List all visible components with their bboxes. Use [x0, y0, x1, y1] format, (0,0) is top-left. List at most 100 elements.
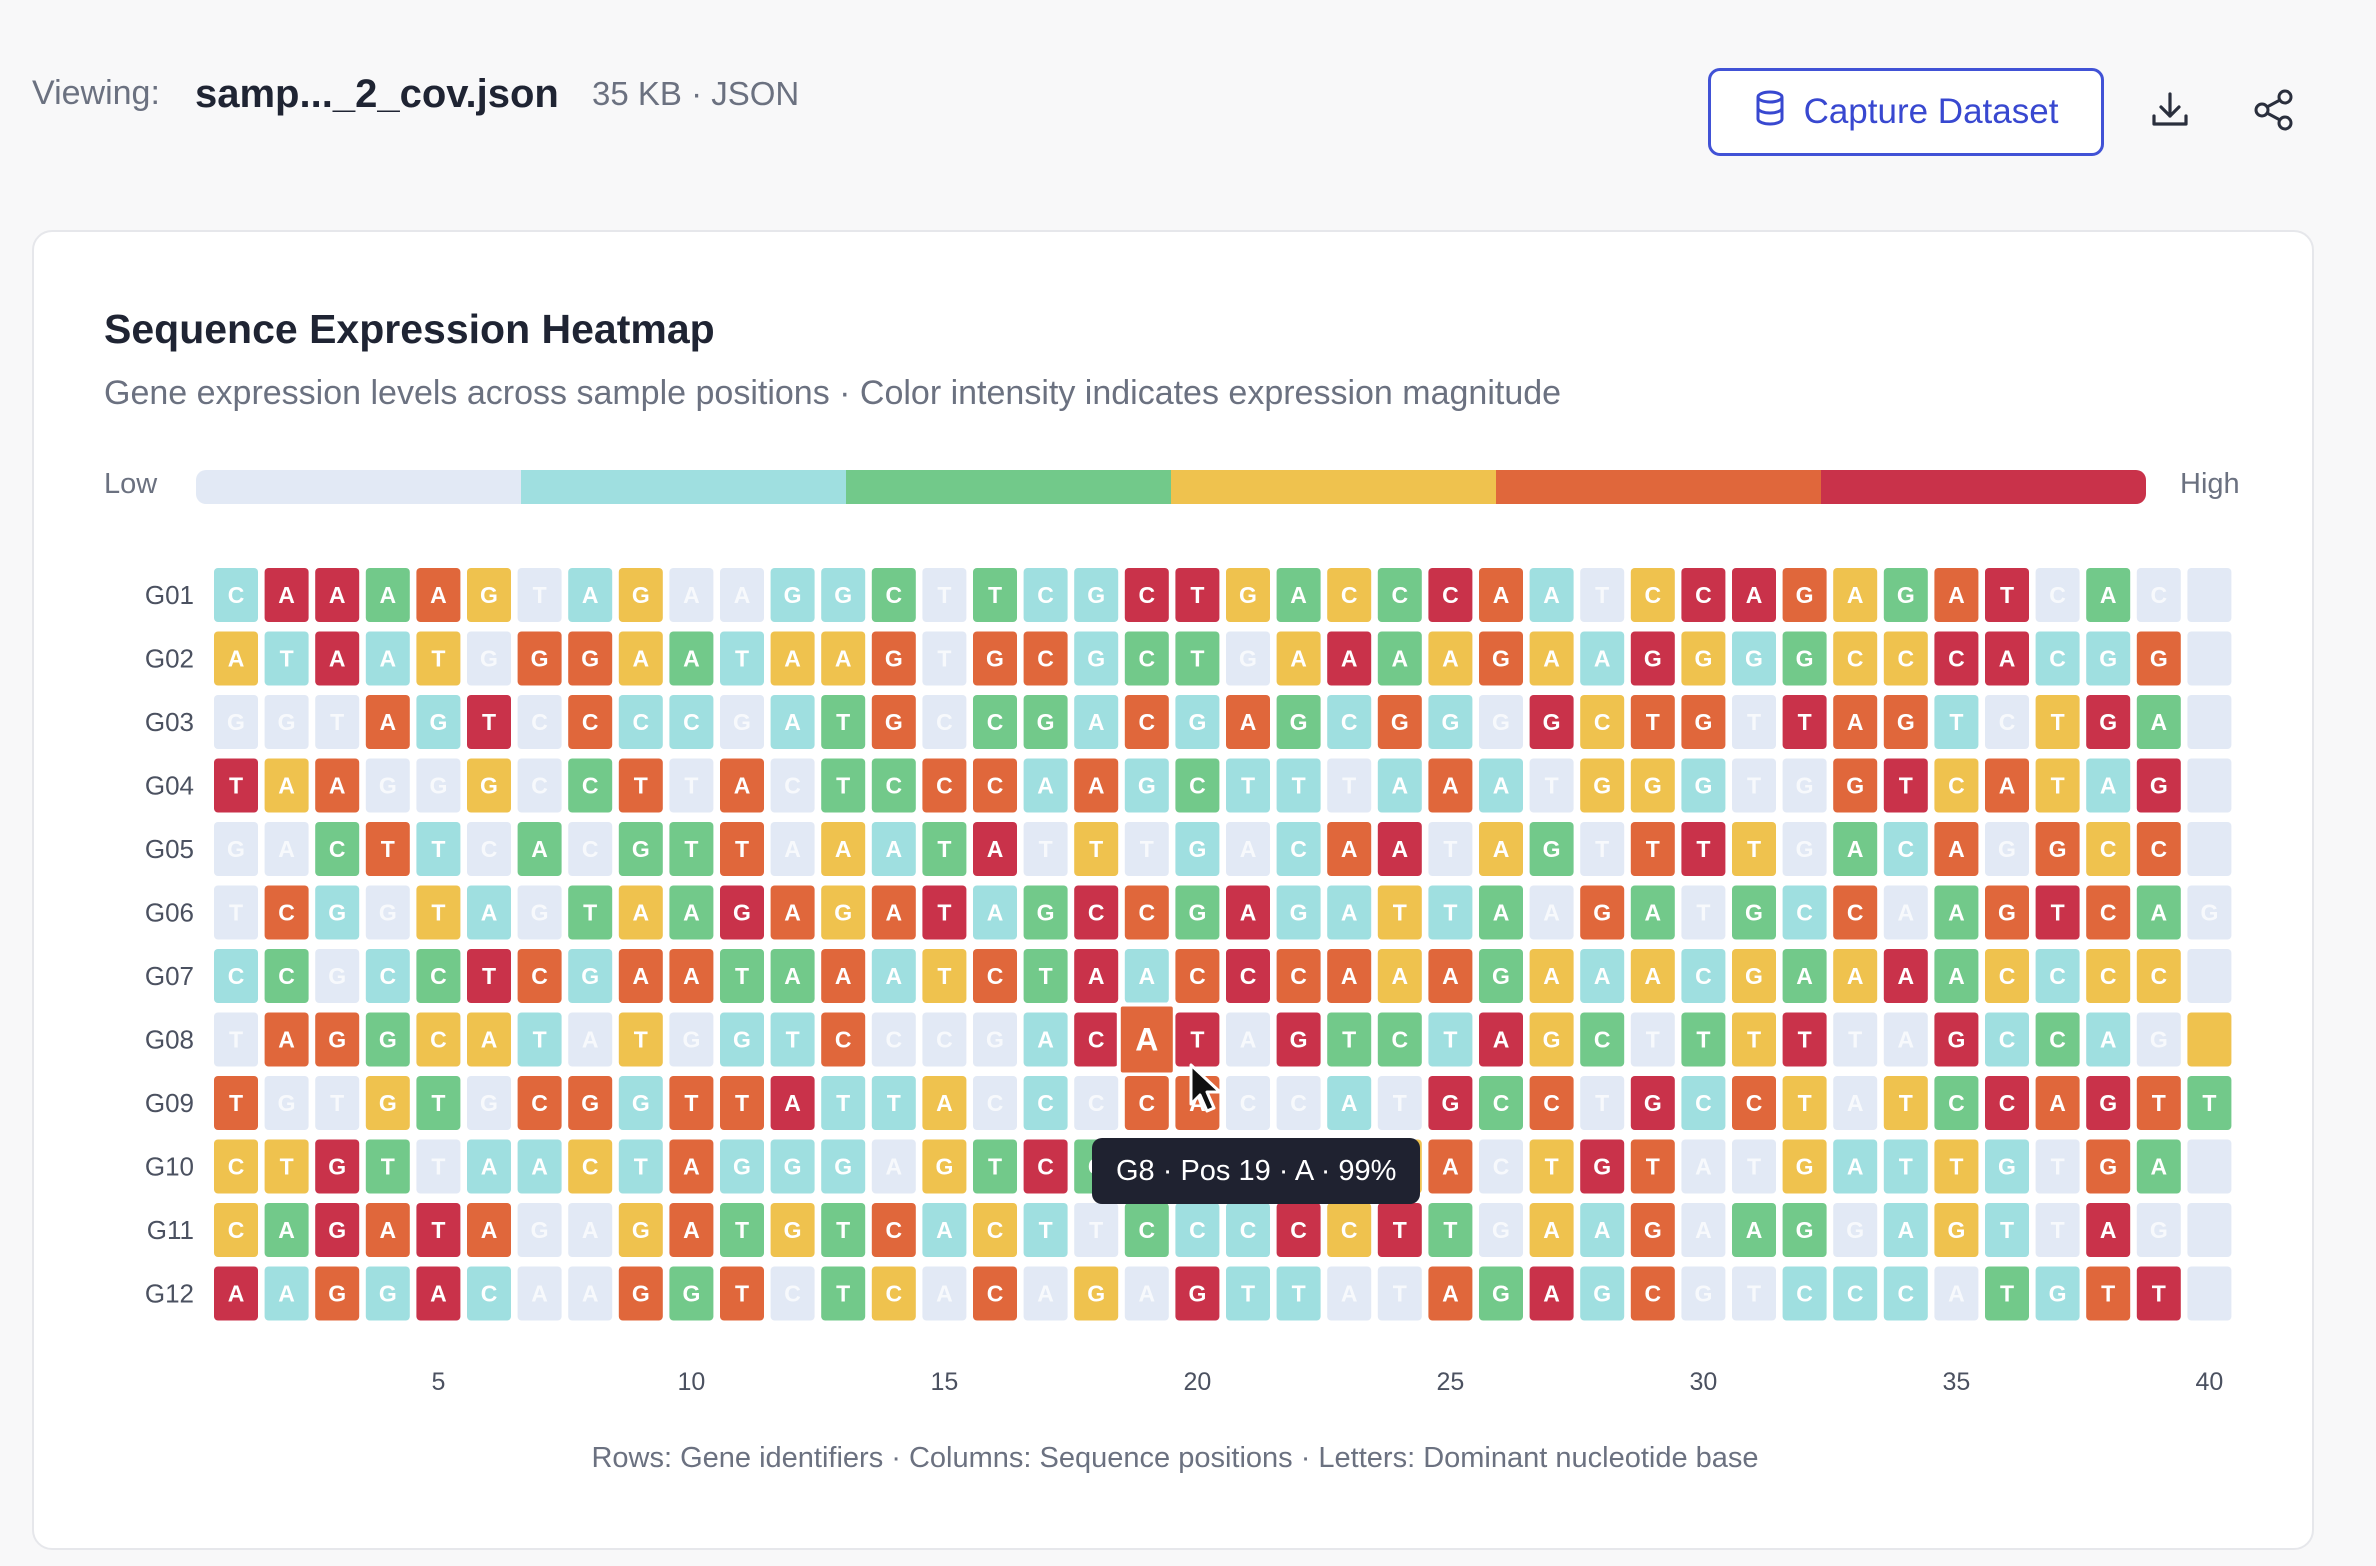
- heatmap-cell[interactable]: [416, 631, 461, 686]
- heatmap-cell[interactable]: [1630, 822, 1675, 876]
- heatmap-cell[interactable]: [2086, 695, 2131, 749]
- heatmap-cell[interactable]: [2136, 1203, 2181, 1257]
- heatmap-cell[interactable]: [973, 822, 1017, 876]
- heatmap-cell[interactable]: [1529, 822, 1574, 876]
- heatmap-cell[interactable]: [315, 822, 360, 876]
- heatmap-cell[interactable]: [973, 1076, 1017, 1130]
- heatmap-cell[interactable]: [1782, 949, 1827, 1003]
- heatmap-cell[interactable]: [1934, 631, 1979, 686]
- heatmap-cell[interactable]: [568, 568, 613, 622]
- heatmap-cell[interactable]: [1580, 1076, 1625, 1130]
- heatmap-cell[interactable]: [973, 949, 1017, 1003]
- heatmap-cell[interactable]: [1327, 758, 1372, 813]
- heatmap-cell[interactable]: [2035, 1076, 2080, 1130]
- heatmap-cell[interactable]: [264, 695, 309, 749]
- heatmap-cell[interactable]: [2136, 949, 2181, 1003]
- heatmap-cell[interactable]: [1529, 885, 1574, 940]
- heatmap-cell[interactable]: [1428, 695, 1473, 749]
- heatmap-cell[interactable]: [1580, 695, 1625, 749]
- heatmap-cell[interactable]: [517, 949, 562, 1003]
- heatmap-cell[interactable]: [2187, 1139, 2232, 1194]
- heatmap-cell[interactable]: [669, 631, 714, 686]
- heatmap-cell[interactable]: [669, 568, 714, 622]
- heatmap-cell[interactable]: [315, 949, 360, 1003]
- heatmap-cell[interactable]: [1934, 568, 1979, 622]
- heatmap-cell[interactable]: [770, 1139, 815, 1194]
- heatmap-cell[interactable]: [720, 631, 764, 686]
- heatmap-cell[interactable]: [1883, 1012, 1928, 1067]
- heatmap-cell[interactable]: [416, 695, 461, 749]
- heatmap-cell[interactable]: [315, 1203, 360, 1257]
- heatmap-cell[interactable]: [2086, 1012, 2131, 1067]
- heatmap-cell[interactable]: [1023, 568, 1068, 622]
- heatmap-cell[interactable]: [517, 1203, 562, 1257]
- heatmap-cell[interactable]: [1377, 822, 1422, 876]
- heatmap-cell[interactable]: [1529, 1012, 1574, 1067]
- heatmap-cell[interactable]: [1023, 1012, 1068, 1067]
- heatmap-cell[interactable]: [1833, 1203, 1878, 1257]
- heatmap-cell[interactable]: [1377, 1203, 1422, 1257]
- heatmap-cell[interactable]: [669, 758, 714, 813]
- heatmap-cell[interactable]: [1833, 695, 1878, 749]
- heatmap-cell[interactable]: [1580, 949, 1625, 1003]
- heatmap-cell[interactable]: [1428, 949, 1473, 1003]
- heatmap-cell[interactable]: [871, 695, 916, 749]
- heatmap-cell[interactable]: [517, 695, 562, 749]
- heatmap-cell[interactable]: [1934, 822, 1979, 876]
- heatmap-cell[interactable]: [1630, 568, 1675, 622]
- heatmap-cell[interactable]: [1276, 949, 1321, 1003]
- heatmap-cell[interactable]: [315, 568, 360, 622]
- heatmap-cell[interactable]: [720, 822, 764, 876]
- heatmap-cell[interactable]: [1175, 1266, 1220, 1321]
- heatmap-cell[interactable]: [1074, 949, 1119, 1003]
- heatmap-cell[interactable]: [1630, 758, 1675, 813]
- heatmap-cell[interactable]: [618, 949, 663, 1003]
- heatmap-cell[interactable]: [1985, 1266, 2029, 1321]
- heatmap-cell[interactable]: [214, 949, 258, 1003]
- heatmap-cell[interactable]: [973, 1012, 1017, 1067]
- heatmap-cell[interactable]: [1630, 695, 1675, 749]
- heatmap-cell[interactable]: [568, 822, 613, 876]
- heatmap-cell[interactable]: [1124, 631, 1169, 686]
- download-button[interactable]: [2142, 84, 2198, 140]
- heatmap-cell[interactable]: [2086, 822, 2131, 876]
- heatmap-cell[interactable]: [2035, 1203, 2080, 1257]
- heatmap-cell[interactable]: [315, 1266, 360, 1321]
- heatmap-cell[interactable]: [1782, 1012, 1827, 1067]
- heatmap-cell[interactable]: [214, 631, 258, 686]
- heatmap-cell[interactable]: [1226, 1076, 1270, 1130]
- heatmap-cell[interactable]: [1833, 822, 1878, 876]
- heatmap-cell[interactable]: [264, 758, 309, 813]
- heatmap-cell[interactable]: [871, 885, 916, 940]
- heatmap-cell[interactable]: [1681, 885, 1726, 940]
- heatmap-cell[interactable]: [1630, 1139, 1675, 1194]
- heatmap-cell[interactable]: [1276, 568, 1321, 622]
- heatmap-cell[interactable]: [1732, 568, 1776, 622]
- heatmap-cell[interactable]: [871, 631, 916, 686]
- heatmap-cell[interactable]: [1985, 695, 2029, 749]
- heatmap-cell[interactable]: [1580, 822, 1625, 876]
- heatmap-cell[interactable]: [365, 949, 410, 1003]
- heatmap-cell[interactable]: [264, 949, 309, 1003]
- heatmap-cell[interactable]: [1580, 631, 1625, 686]
- heatmap-cell[interactable]: [1732, 1203, 1776, 1257]
- heatmap-cell[interactable]: [1175, 822, 1220, 876]
- heatmap-cell[interactable]: [1883, 885, 1928, 940]
- heatmap-cell[interactable]: [2035, 885, 2080, 940]
- heatmap-cell[interactable]: [1479, 631, 1523, 686]
- heatmap-cell[interactable]: [1124, 695, 1169, 749]
- heatmap-cell[interactable]: [618, 631, 663, 686]
- heatmap-cell[interactable]: [1782, 631, 1827, 686]
- heatmap-cell[interactable]: [973, 1139, 1017, 1194]
- heatmap-cell[interactable]: [568, 1139, 613, 1194]
- heatmap-cell[interactable]: [264, 1203, 309, 1257]
- heatmap-cell[interactable]: [1327, 568, 1372, 622]
- heatmap-cell[interactable]: [770, 1203, 815, 1257]
- heatmap-cell[interactable]: [1226, 1266, 1270, 1321]
- heatmap-cell[interactable]: [1124, 568, 1169, 622]
- heatmap-cell[interactable]: [1529, 568, 1574, 622]
- heatmap-cell[interactable]: [1732, 1076, 1776, 1130]
- heatmap-cell[interactable]: [2035, 568, 2080, 622]
- heatmap-cell[interactable]: [1479, 695, 1523, 749]
- heatmap-cell[interactable]: [821, 885, 866, 940]
